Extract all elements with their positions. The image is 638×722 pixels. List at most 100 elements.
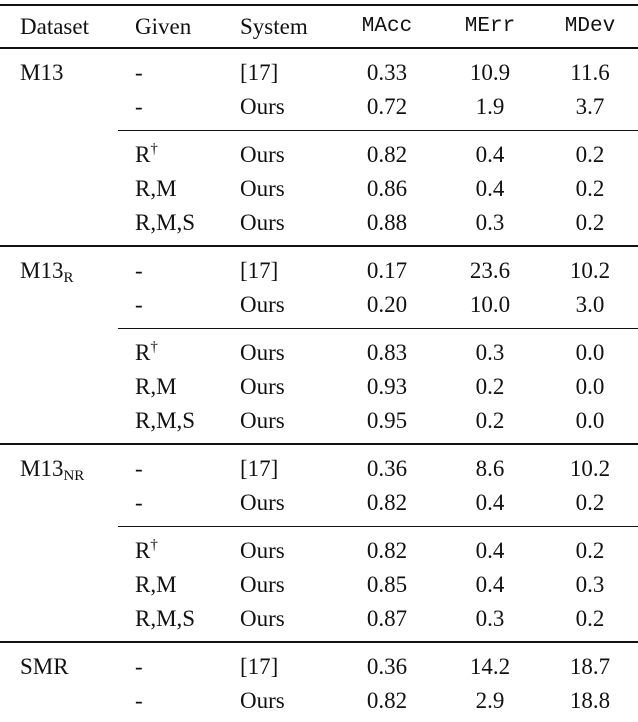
header-cell: Given — [135, 14, 192, 39]
value-cell: 0.17 — [366, 258, 408, 283]
value-cell: 0.4 — [475, 176, 505, 201]
given-text: R,M,S — [135, 606, 196, 631]
given-text: R — [135, 340, 151, 365]
given-cell: R,M,S — [135, 206, 195, 240]
given-text: - — [135, 688, 143, 713]
value-cell: 0.2 — [575, 606, 605, 631]
given-cell: - — [135, 684, 143, 718]
system-cell: Ours — [240, 408, 285, 433]
value-cell: 18.7 — [569, 654, 611, 679]
given-cell: R,M — [135, 172, 177, 206]
given-text: R,M — [135, 374, 177, 399]
value-cell: 0.86 — [366, 176, 408, 201]
value-cell: 0.4 — [475, 490, 505, 515]
value-cell: 0.3 — [475, 340, 505, 365]
given-cell: R† — [135, 534, 158, 568]
value-cell: 0.0 — [575, 340, 605, 365]
value-cell: 0.36 — [366, 654, 408, 679]
system-cell: Ours — [240, 572, 285, 597]
value-cell: 3.7 — [575, 94, 605, 119]
value-cell: 10.9 — [469, 60, 511, 85]
header-cell: MErr — [464, 15, 516, 38]
value-cell: 0.95 — [366, 408, 408, 433]
given-text: R,M,S — [135, 210, 196, 235]
rule — [118, 526, 638, 528]
system-cell: [17] — [240, 258, 279, 283]
dataset-cell: M13NR — [20, 452, 84, 486]
value-cell: 0.0 — [575, 374, 605, 399]
rule — [0, 245, 638, 247]
header-cell: System — [240, 14, 308, 39]
rule — [118, 328, 638, 330]
rule — [0, 4, 638, 6]
value-cell: 10.0 — [469, 292, 511, 317]
given-cell: - — [135, 452, 143, 486]
rule — [118, 130, 638, 132]
given-text: - — [135, 94, 143, 119]
dataset-name: M13 — [20, 258, 64, 283]
given-cell: - — [135, 650, 143, 684]
system-cell: [17] — [240, 60, 279, 85]
given-text: - — [135, 490, 143, 515]
value-cell: 0.3 — [475, 210, 505, 235]
value-cell: 1.9 — [475, 94, 505, 119]
given-text: - — [135, 60, 143, 85]
value-cell: 0.2 — [475, 408, 505, 433]
value-cell: 0.82 — [366, 142, 408, 167]
dataset-name: M13 — [20, 456, 64, 481]
system-cell: [17] — [240, 456, 279, 481]
value-cell: 0.4 — [475, 538, 505, 563]
given-superscript: † — [150, 339, 158, 355]
value-cell: 2.9 — [475, 688, 505, 713]
value-cell: 0.82 — [366, 490, 408, 515]
dataset-subscript: R — [63, 270, 74, 286]
value-cell: 0.85 — [366, 572, 408, 597]
given-cell: R† — [135, 138, 158, 172]
value-cell: 0.4 — [475, 142, 505, 167]
value-cell: 0.83 — [366, 340, 408, 365]
dataset-subscript: NR — [63, 468, 85, 484]
value-cell: 0.3 — [475, 606, 505, 631]
value-cell: 23.6 — [469, 258, 511, 283]
system-cell: Ours — [240, 340, 285, 365]
dataset-name: M13 — [20, 60, 64, 85]
system-cell: [17] — [240, 654, 279, 679]
given-text: - — [135, 292, 143, 317]
given-cell: - — [135, 288, 143, 322]
rule — [0, 47, 638, 49]
value-cell: 0.2 — [475, 374, 505, 399]
system-cell: Ours — [240, 538, 285, 563]
system-cell: Ours — [240, 688, 285, 713]
value-cell: 0.3 — [575, 572, 605, 597]
dataset-cell: M13R — [20, 254, 73, 288]
given-text: R,M — [135, 176, 177, 201]
value-cell: 0.87 — [366, 606, 408, 631]
value-cell: 3.0 — [575, 292, 605, 317]
given-superscript: † — [150, 537, 158, 553]
given-cell: - — [135, 254, 143, 288]
system-cell: Ours — [240, 606, 285, 631]
value-cell: 0.20 — [366, 292, 408, 317]
value-cell: 0.88 — [366, 210, 408, 235]
header-cell: Dataset — [20, 14, 89, 39]
value-cell: 0.2 — [575, 210, 605, 235]
value-cell: 0.93 — [366, 374, 408, 399]
system-cell: Ours — [240, 292, 285, 317]
given-cell: R,M,S — [135, 602, 195, 636]
given-cell: R,M — [135, 568, 177, 602]
value-cell: 14.2 — [469, 654, 511, 679]
system-cell: Ours — [240, 374, 285, 399]
system-cell: Ours — [240, 142, 285, 167]
given-text: R,M — [135, 572, 177, 597]
given-cell: R,M,S — [135, 404, 195, 438]
given-cell: - — [135, 56, 143, 90]
given-text: - — [135, 456, 143, 481]
value-cell: 0.72 — [366, 94, 408, 119]
system-cell: Ours — [240, 176, 285, 201]
value-cell: 10.2 — [569, 456, 611, 481]
dataset-name: SMR — [20, 654, 69, 679]
value-cell: 0.82 — [366, 688, 408, 713]
value-cell: 0.82 — [366, 538, 408, 563]
given-text: R,M,S — [135, 408, 196, 433]
given-cell: - — [135, 90, 143, 124]
